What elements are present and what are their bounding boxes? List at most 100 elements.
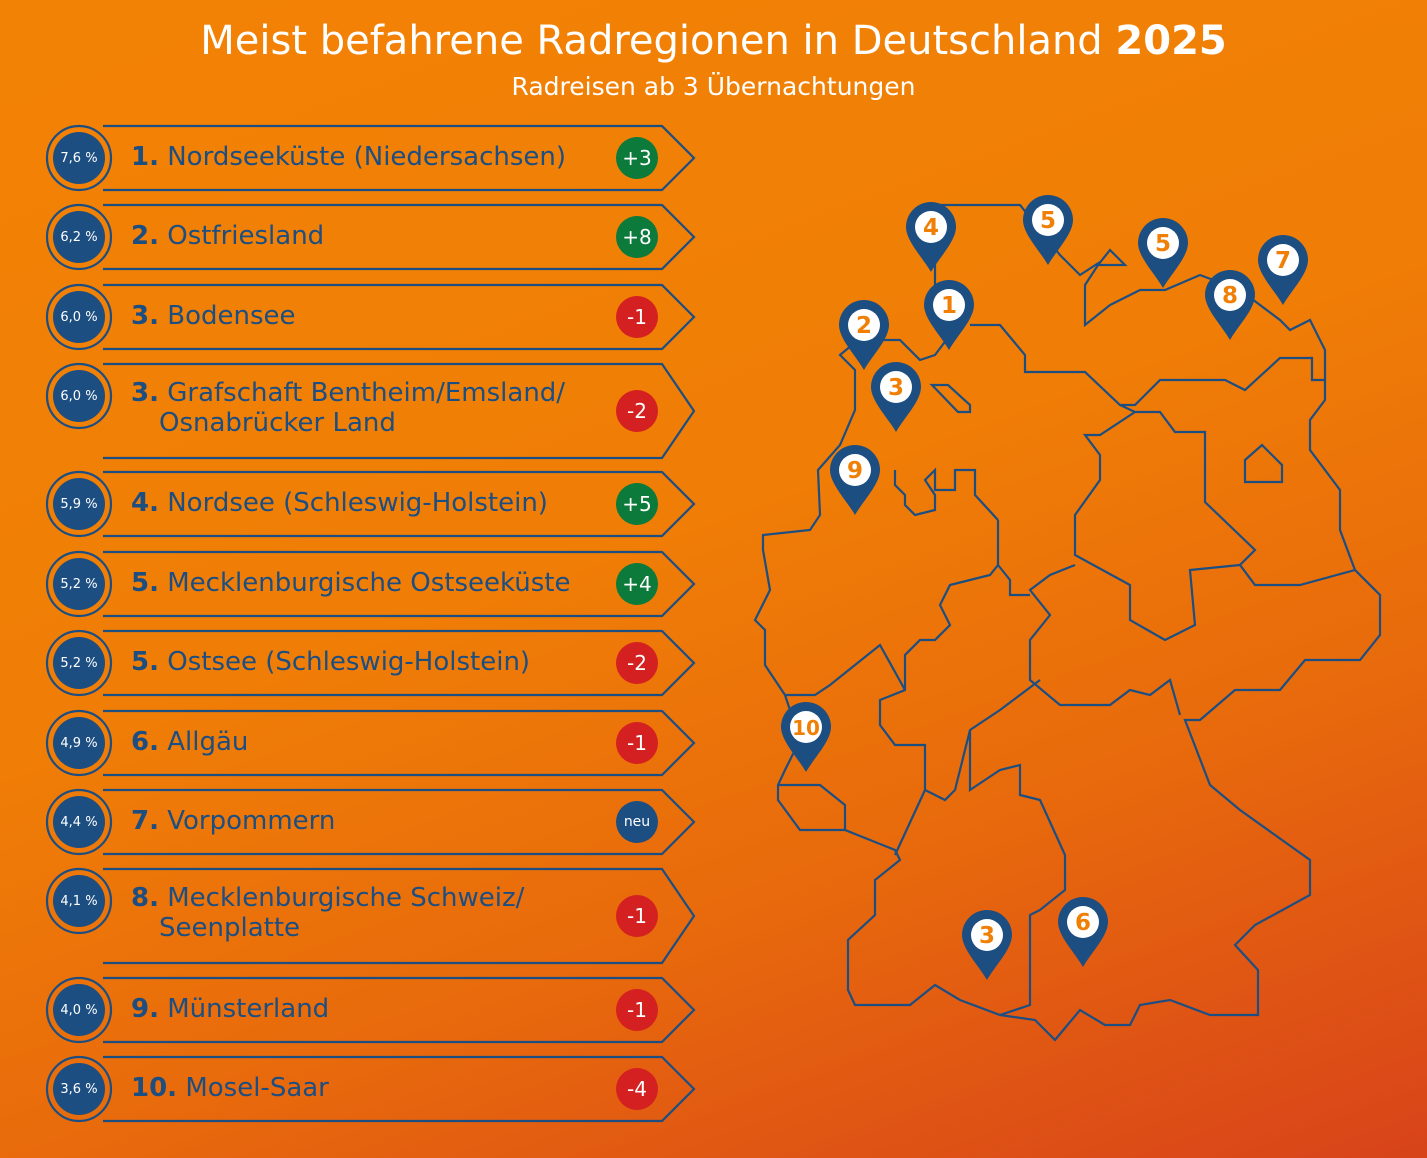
change-badge: -1 <box>616 296 658 338</box>
ranking-row: 4,1 % 8. Mecklenburgische Schweiz/ Seenp… <box>45 867 700 965</box>
change-badge: +3 <box>616 137 658 179</box>
region-name: 3. Bodensee <box>131 301 296 331</box>
row-frame <box>45 203 696 271</box>
rank-number: 5. <box>131 647 159 677</box>
region-name-line2: Seenplatte <box>159 913 301 943</box>
change-value: +3 <box>622 146 652 170</box>
region-name: 8. Mecklenburgische Schweiz/ Seenplatte <box>131 883 524 943</box>
map-borders <box>778 248 1356 1017</box>
region-name-line1: Ostsee (Schleswig-Holstein) <box>167 647 531 677</box>
change-value: -2 <box>627 651 647 675</box>
rank-number: 7. <box>131 806 159 836</box>
region-name-line1: Mecklenburgische Ostseeküste <box>167 568 571 598</box>
share-value: 4,9 % <box>60 735 98 751</box>
map-pin-icon: 6 <box>1058 897 1108 967</box>
share-value: 6,0 % <box>60 388 98 404</box>
region-name-line1: Münsterland <box>167 994 330 1024</box>
title-text: Meist befahrene Radregionen in Deutschla… <box>200 18 1103 64</box>
share-badge: 6,2 % <box>53 211 105 263</box>
share-badge: 5,9 % <box>53 478 105 530</box>
ranking-row: 6,0 % 3. Grafschaft Bentheim/Emsland/ Os… <box>45 362 700 460</box>
region-name: 5. Ostsee (Schleswig-Holstein) <box>131 647 530 677</box>
row-frame <box>45 550 696 618</box>
ranking-row: 5,2 % 5. Mecklenburgische Ostseeküste +4 <box>45 550 700 618</box>
map-outline <box>753 203 1382 1042</box>
change-value: -1 <box>627 731 647 755</box>
share-value: 4,4 % <box>60 814 98 830</box>
region-name-line1: Mecklenburgische Schweiz/ <box>167 883 525 913</box>
change-badge: -2 <box>616 642 658 684</box>
map-pin-icon: 9 <box>830 445 880 515</box>
rank-number: 3. <box>131 301 159 331</box>
region-name: 6. Allgäu <box>131 727 248 757</box>
region-name-line1: Bodensee <box>167 301 296 331</box>
share-badge: 4,9 % <box>53 717 105 769</box>
row-frame <box>45 470 696 538</box>
change-badge: +8 <box>616 216 658 258</box>
change-value: -1 <box>627 904 647 928</box>
pin-label: 5 <box>1155 231 1171 257</box>
share-badge: 5,2 % <box>53 558 105 610</box>
region-name-line1: Vorpommern <box>167 806 336 836</box>
share-value: 5,2 % <box>60 576 98 592</box>
rank-number: 5. <box>131 568 159 598</box>
rank-number: 4. <box>131 488 159 518</box>
map-pin-icon: 10 <box>781 701 831 772</box>
region-name-line1: Nordsee (Schleswig-Holstein) <box>167 488 548 518</box>
row-frame <box>45 976 696 1044</box>
map-pin-icon: 3 <box>871 362 921 432</box>
map-pin-icon: 1 <box>924 280 974 350</box>
change-badge: neu <box>616 801 658 843</box>
share-value: 4,1 % <box>60 893 98 909</box>
rank-number: 9. <box>131 994 159 1024</box>
share-value: 4,0 % <box>60 1002 98 1018</box>
row-frame <box>45 629 696 697</box>
share-badge: 4,1 % <box>53 875 105 927</box>
share-value: 6,2 % <box>60 229 98 245</box>
change-value: -1 <box>627 305 647 329</box>
region-name-line1: Nordseeküste (Niedersachsen) <box>167 142 567 172</box>
row-frame <box>45 283 696 351</box>
share-badge: 6,0 % <box>53 370 105 422</box>
region-name-line1: Grafschaft Bentheim/Emsland/ <box>167 378 566 408</box>
share-value: 5,9 % <box>60 496 98 512</box>
change-badge: -4 <box>616 1068 658 1110</box>
ranking-row: 5,9 % 4. Nordsee (Schleswig-Holstein) +5 <box>45 470 700 538</box>
pin-label: 10 <box>792 716 820 740</box>
change-badge: -1 <box>616 989 658 1031</box>
map-pin-icon: 7 <box>1258 235 1308 305</box>
map-pin-icon: 5 <box>1138 218 1188 288</box>
row-frame <box>45 788 696 856</box>
ranking-row: 4,4 % 7. Vorpommern neu <box>45 788 700 856</box>
change-value: +5 <box>622 492 652 516</box>
region-name: 4. Nordsee (Schleswig-Holstein) <box>131 488 548 518</box>
share-value: 3,6 % <box>60 1081 98 1097</box>
region-name: 3. Grafschaft Bentheim/Emsland/ Osnabrüc… <box>131 378 565 438</box>
pin-label: 1 <box>941 293 957 319</box>
change-badge: -2 <box>616 390 658 432</box>
row-frame <box>45 362 696 460</box>
rank-number: 1. <box>131 142 159 172</box>
map-pin-icon: 8 <box>1205 270 1255 340</box>
share-badge: 5,2 % <box>53 637 105 689</box>
change-badge: +4 <box>616 563 658 605</box>
pin-label: 5 <box>1040 208 1056 234</box>
share-badge: 3,6 % <box>53 1063 105 1115</box>
pin-label: 9 <box>847 458 863 484</box>
ranking-row: 4,9 % 6. Allgäu -1 <box>45 709 700 777</box>
map-pin-icon: 3 <box>962 910 1012 980</box>
change-value: neu <box>623 814 651 830</box>
pin-label: 7 <box>1275 248 1291 274</box>
change-value: -2 <box>627 399 647 423</box>
pin-label: 6 <box>1075 910 1091 936</box>
map-pin-icon: 2 <box>839 300 889 370</box>
row-frame <box>45 1055 696 1123</box>
title-year: 2025 <box>1115 18 1227 64</box>
ranking-row: 5,2 % 5. Ostsee (Schleswig-Holstein) -2 <box>45 629 700 697</box>
pin-label: 3 <box>888 375 904 401</box>
share-value: 7,6 % <box>60 150 98 166</box>
rank-number: 3. <box>131 378 159 408</box>
pin-label: 4 <box>923 215 939 241</box>
region-name-line1: Allgäu <box>167 727 249 757</box>
